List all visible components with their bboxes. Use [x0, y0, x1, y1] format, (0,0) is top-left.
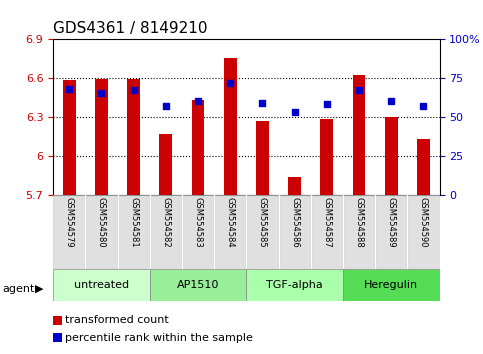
- Bar: [150, 195, 182, 269]
- Text: GSM554586: GSM554586: [290, 197, 299, 248]
- Text: GSM554581: GSM554581: [129, 197, 138, 247]
- Bar: [320, 119, 333, 195]
- Text: GSM554585: GSM554585: [258, 197, 267, 247]
- Bar: [150, 269, 246, 301]
- Bar: [288, 177, 301, 195]
- Text: transformed count: transformed count: [65, 315, 169, 325]
- Text: percentile rank within the sample: percentile rank within the sample: [65, 333, 253, 343]
- Bar: [311, 195, 343, 269]
- Text: Heregulin: Heregulin: [364, 280, 418, 290]
- Point: [162, 103, 170, 109]
- Point: [194, 98, 202, 104]
- Bar: [407, 195, 440, 269]
- Bar: [127, 79, 140, 195]
- Text: TGF-alpha: TGF-alpha: [266, 280, 323, 290]
- Text: GSM554584: GSM554584: [226, 197, 235, 247]
- Text: AP1510: AP1510: [177, 280, 219, 290]
- Text: GSM554587: GSM554587: [322, 197, 331, 248]
- Point: [420, 103, 427, 109]
- Bar: [343, 269, 440, 301]
- Bar: [224, 58, 237, 195]
- Bar: [246, 269, 343, 301]
- Bar: [417, 139, 430, 195]
- Bar: [53, 195, 85, 269]
- Text: untreated: untreated: [74, 280, 129, 290]
- Point: [98, 91, 105, 96]
- Bar: [63, 80, 76, 195]
- Bar: [256, 121, 269, 195]
- Point: [258, 100, 266, 105]
- Text: GSM554588: GSM554588: [355, 197, 364, 248]
- Point: [227, 80, 234, 85]
- Bar: [214, 195, 246, 269]
- Bar: [85, 195, 117, 269]
- Text: GSM554583: GSM554583: [194, 197, 202, 248]
- Point: [323, 102, 331, 107]
- Text: agent: agent: [2, 284, 35, 293]
- Point: [130, 87, 138, 93]
- Bar: [353, 75, 366, 195]
- Text: ▶: ▶: [35, 284, 43, 293]
- Point: [387, 98, 395, 104]
- Text: GSM554580: GSM554580: [97, 197, 106, 247]
- Text: GSM554582: GSM554582: [161, 197, 170, 247]
- Text: GDS4361 / 8149210: GDS4361 / 8149210: [53, 21, 208, 36]
- Bar: [159, 134, 172, 195]
- Bar: [192, 100, 204, 195]
- Point: [65, 86, 73, 92]
- Text: GSM554589: GSM554589: [387, 197, 396, 247]
- Point: [355, 87, 363, 93]
- Bar: [53, 269, 150, 301]
- Text: GSM554579: GSM554579: [65, 197, 74, 247]
- Bar: [375, 195, 407, 269]
- Bar: [385, 117, 398, 195]
- Text: GSM554590: GSM554590: [419, 197, 428, 247]
- Bar: [182, 195, 214, 269]
- Bar: [246, 195, 279, 269]
- Bar: [343, 195, 375, 269]
- Bar: [117, 195, 150, 269]
- Bar: [95, 79, 108, 195]
- Point: [291, 109, 298, 115]
- Bar: [279, 195, 311, 269]
